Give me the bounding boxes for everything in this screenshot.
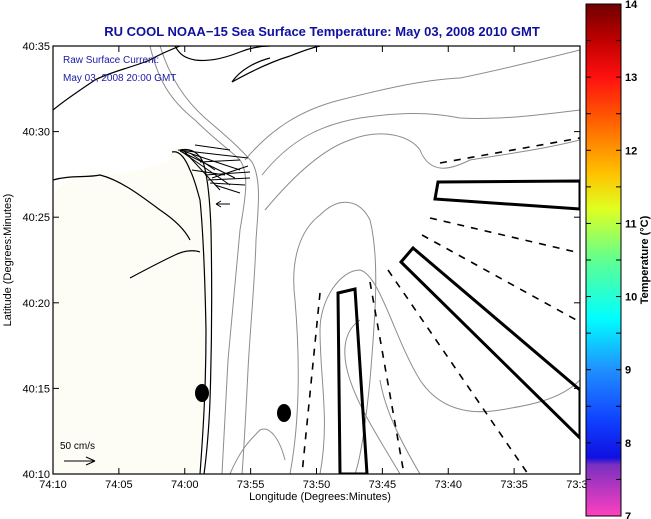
- contour-line: [244, 49, 580, 161]
- contour-line: [344, 319, 401, 474]
- scale-vector-label: 50 cm/s: [60, 441, 95, 452]
- current-vector: [215, 200, 230, 208]
- y-tick-label: 40:20: [22, 298, 50, 310]
- coastline-segment: [179, 148, 213, 474]
- y-axis-label: Latitude (Degrees:Minutes): [2, 194, 14, 327]
- colorbar-tick-label: 7: [625, 511, 631, 519]
- bathymetry-contours: [149, 46, 580, 474]
- colorbar-tick-label: 9: [625, 365, 631, 377]
- colorbar-tick-label: 14: [625, 0, 638, 11]
- colorbar-ticks: 7 8 9 10 11 12 13 14: [586, 0, 638, 519]
- x-tick-label: 74:10: [39, 479, 67, 491]
- figure-title: RU COOL NOAA−15 Sea Surface Temperature:…: [104, 24, 540, 39]
- contour-line: [261, 109, 580, 176]
- x-tick-label: 73:50: [303, 479, 331, 491]
- coastline-segment: [129, 250, 201, 279]
- y-tick-label: 40:15: [22, 383, 50, 395]
- colorbar-tick-label: 13: [625, 72, 637, 84]
- colorbar-tick-label: 11: [625, 218, 637, 230]
- coastline-segment: [53, 46, 181, 111]
- current-vector: [199, 159, 241, 163]
- transect-dashed-line: [301, 292, 321, 474]
- contour-line: [379, 379, 421, 474]
- scale-vector: [64, 456, 96, 466]
- coastline-segment: [231, 46, 321, 83]
- transect-dashed-line: [369, 281, 405, 474]
- x-tick-label: 73:35: [500, 479, 528, 491]
- current-vector: [211, 165, 249, 179]
- colorbar: 7 8 9 10 11 12 13 14 Temperature (°C): [585, 0, 651, 519]
- current-label-title: Raw Surface Current:: [63, 55, 159, 66]
- transect-box: [433, 179, 580, 211]
- buoy-marker-2: [277, 404, 291, 422]
- contour-line: [149, 46, 247, 474]
- contour-line: [159, 46, 259, 474]
- current-label-time: May 03, 2008 20:00 GMT: [63, 73, 176, 84]
- x-tick-label: 73:40: [434, 479, 462, 491]
- current-vector: [209, 182, 246, 186]
- transect-dashed-line: [439, 137, 580, 164]
- contour-line: [229, 428, 286, 474]
- y-tick-label: 40:10: [22, 469, 50, 481]
- land-region: [53, 46, 212, 474]
- transect-dashed-line: [421, 234, 580, 323]
- colorbar-title: Temperature (°C): [639, 215, 651, 304]
- contour-line: [264, 133, 580, 211]
- transect-dashed-line: [429, 217, 580, 254]
- x-axis-label: Longitude (Degrees:Minutes): [249, 491, 391, 503]
- contour-line: [289, 201, 377, 474]
- transect-box: [398, 245, 580, 441]
- x-axis: 74:10 74:05 74:00 73:55 73:50 73:45 73:40 73:35…: [39, 46, 594, 491]
- y-axis: 40:35 40:30 40:25 40:20 40:15 40:10: [22, 41, 580, 481]
- buoy-marker-1: [195, 384, 209, 402]
- survey-transects: [301, 137, 580, 474]
- current-vector: [207, 177, 251, 181]
- current-vector: [194, 144, 231, 151]
- transect-box: [336, 287, 369, 474]
- x-tick-label: 74:00: [171, 479, 199, 491]
- current-vector: [191, 169, 226, 176]
- current-vector: [214, 184, 241, 194]
- coastline-segment: [231, 57, 271, 83]
- colorbar-scale: [585, 3, 622, 517]
- contour-line: [319, 269, 580, 474]
- map-plot-area: Raw Surface Current: May 03, 2008 20:00 …: [52, 45, 581, 475]
- y-tick-label: 40:35: [22, 41, 50, 53]
- x-tick-label: 74:05: [105, 479, 133, 491]
- current-vector: [177, 149, 249, 159]
- coastline-segment: [53, 174, 191, 241]
- x-tick-label: 73:55: [237, 479, 265, 491]
- y-tick-label: 40:25: [22, 212, 50, 224]
- arrow-right-icon: [64, 456, 96, 466]
- coastline-segment: [174, 46, 271, 62]
- colorbar-tick-label: 10: [625, 292, 637, 304]
- colorbar-tick-label: 12: [625, 145, 637, 157]
- current-vectors: [177, 144, 251, 208]
- colorbar-tick-label: 8: [625, 438, 631, 450]
- current-vector: [204, 171, 251, 176]
- x-tick-label: 73:45: [369, 479, 397, 491]
- y-tick-label: 40:30: [22, 127, 50, 139]
